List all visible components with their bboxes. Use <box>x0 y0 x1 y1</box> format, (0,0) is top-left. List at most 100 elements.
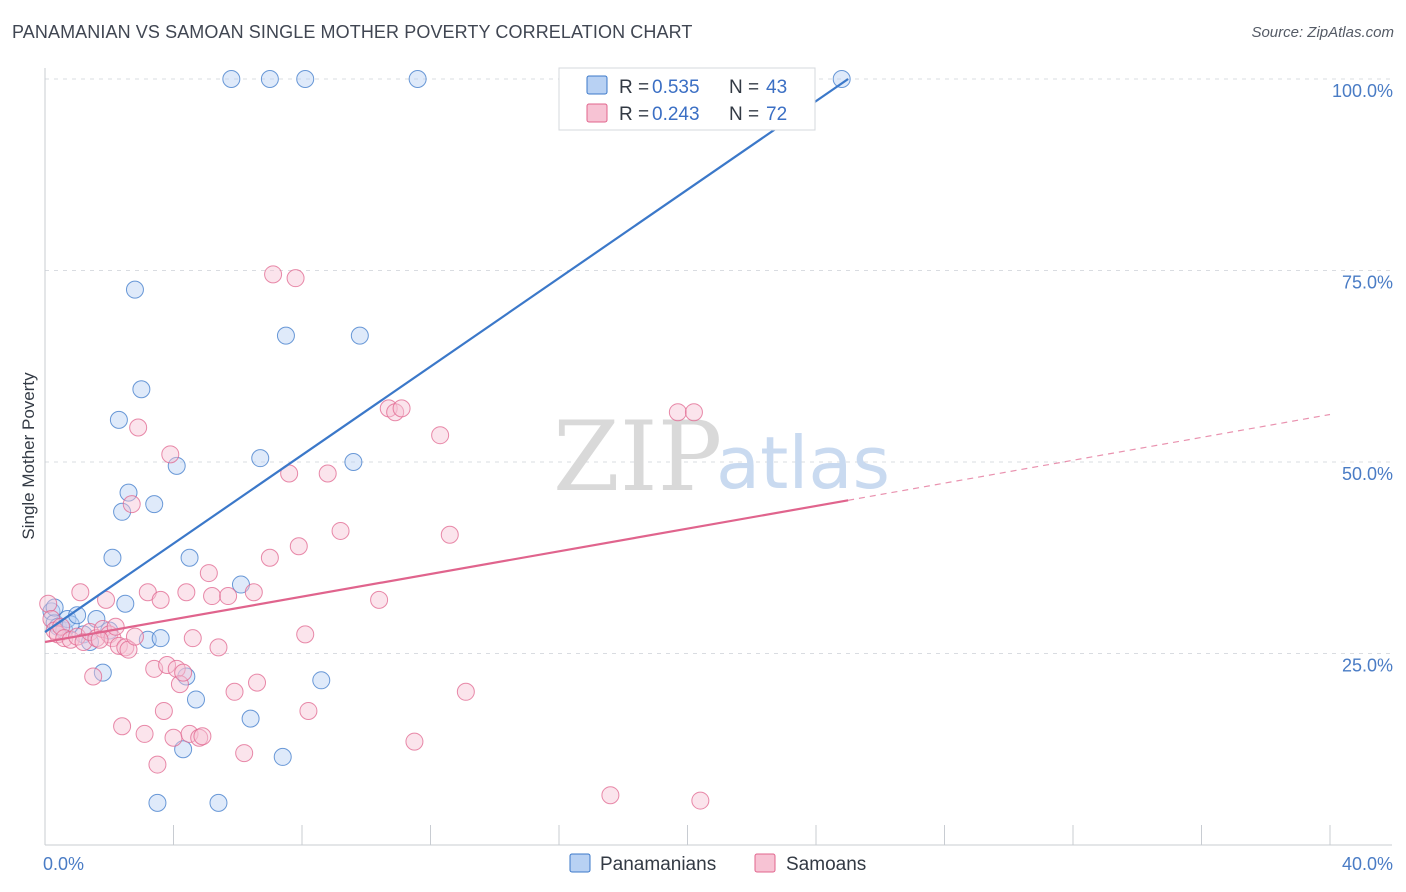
legend-n-value: 72 <box>766 104 787 125</box>
grid-lines <box>45 78 1392 654</box>
panamanian-point <box>241 709 260 728</box>
samoan-point <box>684 403 703 422</box>
samoan-trend-line <box>44 499 849 644</box>
panamanian-point <box>93 663 112 682</box>
panamanian-point <box>103 548 122 567</box>
samoan-point <box>392 399 411 418</box>
samoan-point <box>183 629 202 648</box>
samoan-point <box>289 537 308 556</box>
y-tick-labels: 25.0% 50.0% 75.0% 100.0% <box>1332 81 1393 676</box>
panamanian-point <box>87 610 106 629</box>
samoan-point <box>151 590 170 609</box>
samoan-point <box>190 728 209 747</box>
samoan-point <box>431 426 450 445</box>
samoan-point <box>161 445 180 464</box>
legend-swatch-panamanian <box>586 75 608 95</box>
samoan-point <box>331 521 350 540</box>
panamanian-point <box>209 793 228 812</box>
panamanian-point <box>113 502 132 521</box>
samoan-point <box>125 627 144 646</box>
x-tick-labels: 0.0% 40.0% <box>43 854 1393 874</box>
panamanian-point <box>180 548 199 567</box>
panamanian-point <box>296 70 315 88</box>
correlation-legend: R = 0.535 N = 43 R = 0.243 N = 72 <box>558 67 816 131</box>
y-tick-label: 100.0% <box>1332 81 1393 101</box>
chart-title: PANAMANIAN VS SAMOAN SINGLE MOTHER POVER… <box>12 22 693 42</box>
panamanian-point <box>119 483 138 502</box>
samoan-point <box>177 583 196 602</box>
samoan-point <box>170 675 189 694</box>
samoan-point <box>39 594 58 613</box>
samoan-point <box>219 587 238 606</box>
panamanian-point <box>167 456 186 475</box>
series-swatch-panamanians <box>569 853 591 873</box>
samoan-point <box>296 625 315 644</box>
samoan-point <box>148 755 167 774</box>
watermark-zip: ZIP <box>553 401 722 513</box>
series-legend: Panamanians Samoans <box>569 853 866 875</box>
panamanian-point <box>151 629 170 648</box>
legend-n-label: N = <box>729 77 759 98</box>
samoan-point <box>299 701 318 720</box>
y-tick-label: 75.0% <box>1342 273 1393 293</box>
series-swatch-samoans <box>754 853 776 873</box>
panamanian-point <box>312 671 331 690</box>
samoan-point <box>601 786 620 805</box>
panamanian-point <box>222 70 241 88</box>
watermark: ZIP atlas <box>553 401 890 513</box>
y-axis-label: Single Mother Poverty <box>19 372 38 540</box>
legend-swatch-samoan <box>586 103 608 123</box>
samoan-point <box>225 682 244 701</box>
source-label: Source: ZipAtlas.com <box>1251 24 1394 41</box>
samoan-point <box>71 583 90 602</box>
axes <box>44 68 1392 846</box>
samoan-point <box>90 630 109 649</box>
legend-r-value: 0.243 <box>652 104 700 125</box>
panamanian-point <box>832 70 851 88</box>
samoan-point <box>129 418 148 437</box>
samoan-point <box>248 673 267 692</box>
watermark-atlas: atlas <box>716 421 890 505</box>
samoan-point <box>164 728 183 747</box>
samoan-trend-extension <box>848 413 1331 501</box>
panamanian-point <box>408 70 427 88</box>
samoan-point <box>235 744 254 763</box>
samoan-point <box>286 269 305 288</box>
panamanian-point <box>251 449 270 468</box>
samoan-point <box>260 548 279 567</box>
panamanian-point <box>148 793 167 812</box>
samoan-point <box>154 701 173 720</box>
samoan-point <box>370 590 389 609</box>
series-label-samoans: Samoans <box>786 854 866 875</box>
legend-n-label: N = <box>729 104 759 125</box>
panamanian-point <box>174 740 193 759</box>
samoan-point <box>174 663 193 682</box>
samoan-point <box>405 732 424 751</box>
samoan-point <box>691 791 710 810</box>
samoan-point <box>97 590 116 609</box>
series-label-panamanians: Panamanians <box>600 854 716 875</box>
panamanian-point <box>276 326 295 345</box>
samoan-point <box>456 682 475 701</box>
panamanian-point <box>273 747 292 766</box>
samoan-point <box>668 403 687 422</box>
legend-n-value: 43 <box>766 77 787 98</box>
samoan-point <box>109 636 128 655</box>
samoan-point <box>318 464 337 483</box>
samoan-point <box>440 525 459 544</box>
samoan-point <box>135 724 154 743</box>
panamanian-point <box>350 326 369 345</box>
data-points <box>39 70 851 812</box>
y-tick-label: 50.0% <box>1342 464 1393 484</box>
legend-r-label: R = <box>619 104 649 125</box>
samoan-point <box>84 667 103 686</box>
trend-lines <box>44 78 1331 644</box>
legend-r-label: R = <box>619 77 649 98</box>
panamanian-point <box>186 690 205 709</box>
panamanian-point <box>109 410 128 429</box>
samoan-point <box>106 617 125 636</box>
panamanian-point <box>132 380 151 399</box>
legend-r-value: 0.535 <box>652 77 700 98</box>
samoan-point <box>244 583 263 602</box>
panamanian-point <box>260 70 279 88</box>
